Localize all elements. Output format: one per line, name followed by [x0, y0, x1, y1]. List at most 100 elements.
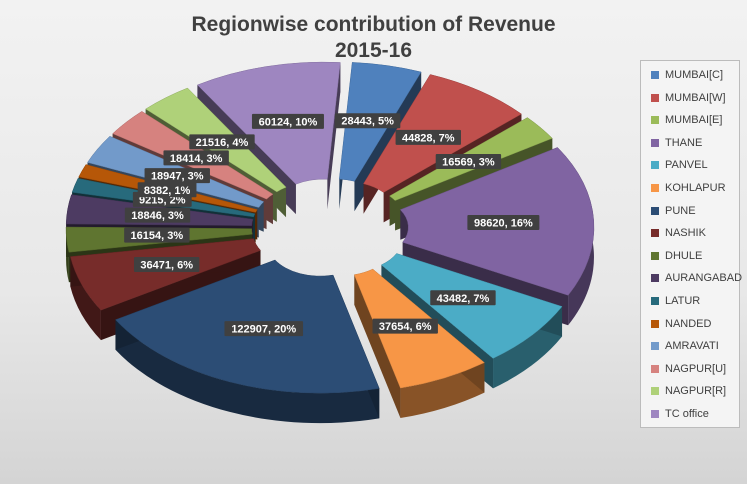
legend-item-amravati: AMRAVATI [651, 336, 719, 356]
legend-label-nashik: NASHIK [665, 227, 706, 240]
data-label-kohlapur: 37654, 6% [372, 318, 438, 334]
data-label-box-dhule [124, 227, 190, 243]
data-label-text-nagpur-u: 18414, 3% [170, 153, 223, 165]
legend-swatch-mumbai-e [651, 116, 659, 125]
data-label-box-nanded [137, 182, 197, 198]
legend-item-tc-office: TC office [651, 404, 709, 424]
data-label-nanded: 8382, 1% [137, 182, 197, 198]
pie-slice-wall-kohlapur-1 [354, 274, 401, 419]
data-label-text-mumbai-e: 16569, 3% [442, 157, 495, 169]
legend-label-latur: LATUR [665, 295, 701, 307]
legend-item-nagpur-u: NAGPUR[U] [651, 359, 726, 379]
data-label-nagpur-r: 21516, 4% [189, 134, 255, 150]
legend-label-thane: THANE [665, 136, 703, 149]
legend-item-kohlapur: KOHLAPUR [651, 178, 726, 198]
data-label-aurangabad: 18846, 3% [124, 207, 191, 223]
data-label-box-panvel [430, 290, 496, 306]
pie-slice-side-kohlapur [400, 362, 485, 419]
legend-item-panvel: PANVEL [651, 155, 708, 175]
data-label-box-kohlapur [372, 318, 438, 334]
legend-swatch-panvel [651, 161, 659, 170]
legend-item-mumbai-w: MUMBAI[W] [651, 88, 726, 108]
legend-swatch-mumbai-w [651, 93, 659, 102]
data-label-box-nashik [133, 257, 200, 273]
data-label-panvel: 43482, 7% [430, 290, 496, 306]
legend-item-thane: THANE [651, 133, 702, 153]
legend-label-aurangabad: AURANGABAD [665, 272, 743, 285]
data-label-amravati: 18947, 3% [144, 168, 210, 184]
legend-item-aurangabad: AURANGABAD [651, 268, 742, 288]
legend-item-mumbai-e: MUMBAI[E] [651, 110, 722, 130]
data-label-box-tc-office [251, 113, 324, 129]
legend-swatch-pune [651, 206, 659, 215]
legend-label-tc-office: TC office [665, 408, 709, 420]
data-label-mumbai-c: 28443, 5% [334, 113, 401, 129]
legend-swatch-latur [651, 297, 659, 305]
chart-title: Regionwise contribution of Revenue 2015-… [0, 12, 747, 64]
data-label-text-nashik: 36471, 6% [140, 260, 193, 272]
legend-swatch-thane [651, 138, 659, 147]
legend-label-pune: PUNE [665, 204, 696, 217]
legend-label-panvel: PANVEL [665, 159, 708, 172]
legend-label-mumbai-c: MUMBAI[C] [665, 69, 724, 81]
legend-label-nagpur-r: NAGPUR[R] [665, 385, 727, 398]
legend-swatch-tc-office [651, 410, 659, 418]
legend-item-pune: PUNE [651, 201, 696, 221]
data-label-box-aurangabad [124, 207, 191, 223]
data-label-text-aurangabad: 18846, 3% [131, 210, 184, 222]
pie-slice-wall-tc-office-1 [327, 62, 341, 210]
data-label-box-mumbai-c [334, 113, 401, 129]
data-label-nashik: 36471, 6% [133, 257, 200, 273]
data-label-box-amravati [144, 168, 210, 184]
legend-swatch-mumbai-c [651, 71, 659, 79]
legend-label-nanded: NANDED [665, 317, 712, 330]
data-label-pune: 122907, 20% [224, 321, 304, 337]
data-label-text-mumbai-w: 44828, 7% [402, 132, 455, 144]
legend-label-amravati: AMRAVATI [665, 340, 719, 353]
data-label-box-nagpur-u [163, 150, 229, 166]
chart-title-line: Regionwise contribution of Revenue [191, 13, 556, 36]
data-label-mumbai-e: 16569, 3% [435, 154, 502, 170]
legend-item-latur: LATUR [651, 291, 700, 311]
data-label-dhule: 16154, 3% [124, 227, 190, 243]
legend-label-kohlapur: KOHLAPUR [665, 182, 726, 194]
data-label-box-nagpur-r [189, 134, 255, 150]
legend-label-mumbai-e: MUMBAI[E] [665, 114, 723, 127]
data-label-mumbai-w: 44828, 7% [395, 129, 461, 145]
legend-item-mumbai-c: MUMBAI[C] [651, 65, 723, 85]
pie-slice-panvel [380, 253, 563, 359]
data-label-text-tc-office: 60124, 10% [259, 116, 318, 128]
data-label-box-mumbai-e [435, 154, 502, 170]
pie-slice-side-nashik [70, 256, 101, 341]
data-label-thane: 98620, 16% [467, 215, 540, 231]
legend-swatch-nanded [651, 319, 659, 328]
legend-swatch-nagpur-u [651, 364, 659, 373]
data-label-text-nanded: 8382, 1% [144, 185, 191, 197]
legend-item-dhule: DHULE [651, 246, 702, 266]
legend-item-nagpur-r: NAGPUR[R] [651, 381, 726, 401]
data-label-text-pune: 122907, 20% [231, 324, 296, 336]
data-label-nagpur-u: 18414, 3% [163, 150, 229, 166]
pie-slice-side-pune [115, 319, 380, 424]
legend-item-nanded: NANDED [651, 314, 711, 334]
data-label-box-pune [224, 321, 304, 337]
legend-swatch-dhule [651, 251, 659, 260]
pie-label-layer: 28443, 5% 44828, 7% 16569, 3% 98620, 16% 434… [124, 113, 540, 337]
legend: MUMBAI[C] MUMBAI[W] MUMBAI[E] THANE PANVEL KO… [640, 60, 742, 428]
data-label-box-mumbai-w [395, 129, 461, 145]
data-label-text-thane: 98620, 16% [474, 218, 533, 230]
legend-swatch-aurangabad [651, 274, 659, 283]
data-label-text-amravati: 18947, 3% [151, 171, 204, 183]
data-label-text-dhule: 16154, 3% [131, 230, 184, 242]
chart-subtitle: 2015-16 [334, 39, 413, 62]
data-label-text-kohlapur: 37654, 6% [379, 321, 432, 333]
data-label-tc-office: 60124, 10% [251, 113, 324, 129]
legend-label-dhule: DHULE [665, 249, 703, 262]
data-label-text-latur: 9215, 2% [139, 194, 186, 206]
data-label-text-nagpur-r: 21516, 4% [196, 137, 249, 149]
legend-item-nashik: NASHIK [651, 223, 706, 243]
legend-swatch-nagpur-r [651, 387, 659, 396]
legend-label-mumbai-w: MUMBAI[W] [665, 91, 726, 104]
data-label-text-mumbai-c: 28443, 5% [341, 116, 394, 128]
